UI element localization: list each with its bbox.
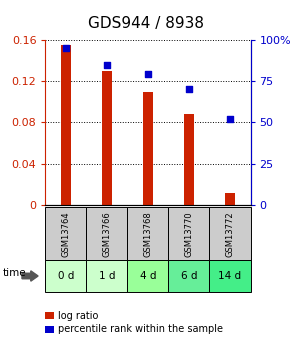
- Text: GDS944 / 8938: GDS944 / 8938: [88, 16, 205, 30]
- Bar: [225, 193, 235, 205]
- Text: GSM13770: GSM13770: [185, 211, 193, 257]
- Bar: [102, 71, 112, 205]
- Text: 6 d: 6 d: [181, 271, 197, 281]
- Point: [187, 87, 191, 92]
- Text: GSM13764: GSM13764: [62, 211, 70, 257]
- Bar: [143, 92, 153, 205]
- Text: GSM13772: GSM13772: [226, 211, 234, 257]
- Bar: [61, 45, 71, 205]
- Point: [105, 62, 109, 67]
- Text: percentile rank within the sample: percentile rank within the sample: [58, 325, 223, 334]
- Text: 0 d: 0 d: [58, 271, 74, 281]
- Text: time: time: [3, 268, 27, 277]
- Text: 1 d: 1 d: [99, 271, 115, 281]
- Text: GSM13766: GSM13766: [103, 211, 111, 257]
- Text: 14 d: 14 d: [219, 271, 241, 281]
- Text: GSM13768: GSM13768: [144, 211, 152, 257]
- Point: [228, 116, 232, 122]
- Bar: [184, 114, 194, 205]
- Text: log ratio: log ratio: [58, 311, 98, 321]
- Point: [64, 45, 68, 51]
- Point: [146, 72, 150, 77]
- Text: 4 d: 4 d: [140, 271, 156, 281]
